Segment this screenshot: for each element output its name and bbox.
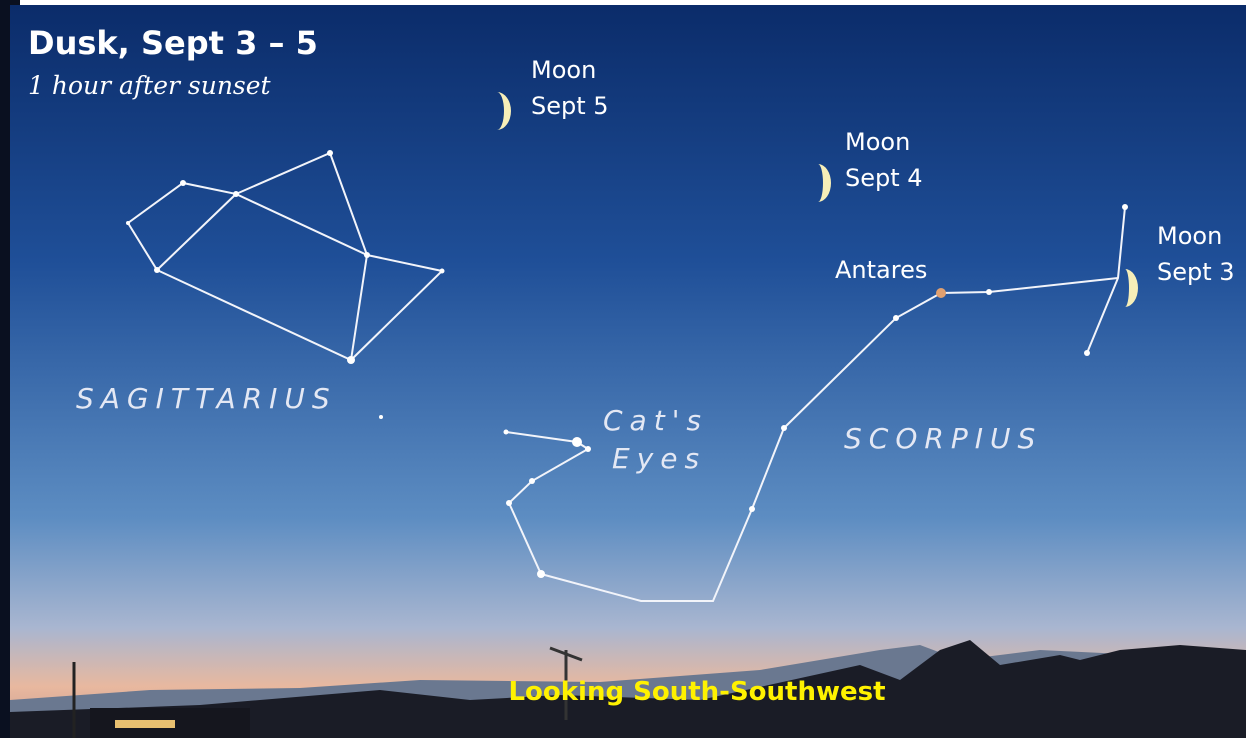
moon-label: Moon bbox=[845, 128, 910, 156]
scorpius-lines bbox=[505, 206, 1126, 602]
cats-eyes-label: Eyes bbox=[612, 442, 706, 475]
sagittarius-lines bbox=[126, 151, 445, 362]
cats-eyes-label: Cat's bbox=[603, 404, 708, 437]
moon-date: Sept 5 bbox=[531, 92, 609, 120]
direction-label: Looking South-Southwest bbox=[508, 677, 885, 707]
sky bbox=[10, 5, 1246, 738]
horizon bbox=[10, 640, 1246, 738]
scorpius-stars bbox=[503, 204, 1128, 578]
subtitle: 1 hour after sunset bbox=[28, 71, 272, 100]
sagittarius-label: SAGITTARIUS bbox=[76, 382, 337, 415]
moon-label: Moon bbox=[1157, 222, 1222, 250]
moon-date: Sept 4 bbox=[845, 164, 923, 192]
antares-label: Antares bbox=[835, 256, 927, 284]
sagittarius-stars bbox=[126, 150, 445, 419]
moon-date: Sept 3 bbox=[1157, 258, 1235, 286]
title: Dusk, Sept 3 – 5 bbox=[28, 24, 318, 62]
moon-label: Moon bbox=[531, 56, 596, 84]
scorpius-label: SCORPIUS bbox=[844, 422, 1042, 455]
top-strip bbox=[20, 0, 1246, 5]
moon-icons bbox=[497, 92, 1138, 307]
antares-star bbox=[936, 288, 946, 298]
